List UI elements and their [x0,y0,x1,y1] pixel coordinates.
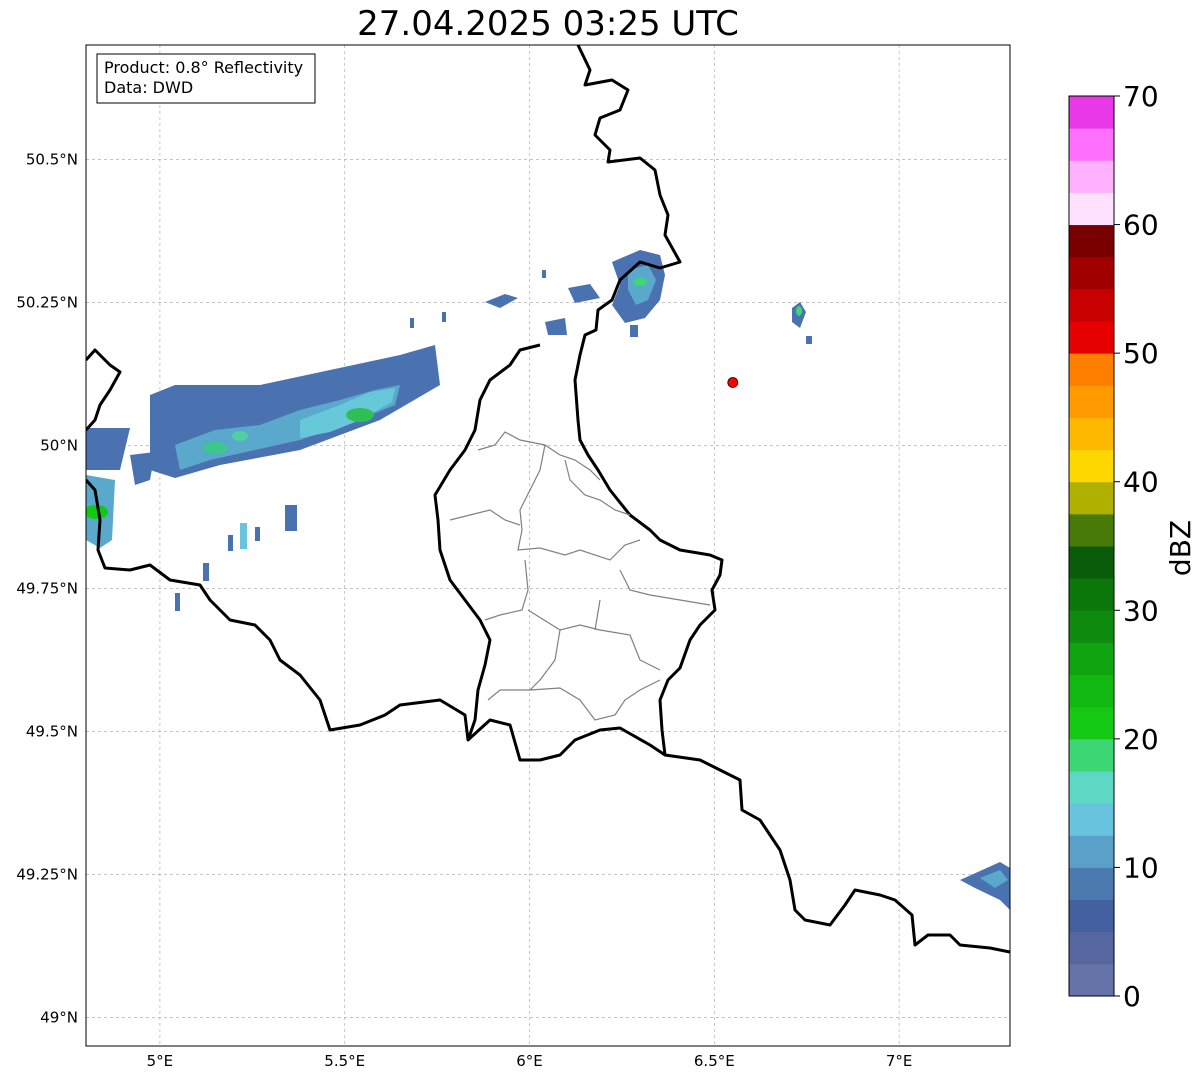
colorbar-tick-label: 40 [1123,466,1159,499]
national-borders [86,45,1010,954]
map-frame [85,44,1011,1047]
lat-tick-label: 49°N [40,1008,78,1026]
colorbar-segment [1069,738,1114,772]
echo-southeast [960,862,1010,910]
colorbar-segment [1069,835,1114,868]
colorbar-tick-label: 50 [1123,337,1159,370]
colorbar-segment [1069,160,1114,193]
lat-tick-labels: 50.5°N 50.25°N 50°N 49.75°N 49.5°N 49.25°N 49°… [16,150,78,1026]
colorbar: 0 10 20 30 40 50 60 70 dBZ [1068,80,1197,1013]
colorbar-segment [1069,128,1114,161]
colorbar-segment [1069,578,1114,611]
colorbar-segment [1069,224,1114,258]
colorbar-ticks: 0 10 20 30 40 50 60 70 [1114,80,1159,1013]
colorbar-segment [1069,899,1114,933]
colorbar-segment [1069,674,1114,708]
colorbar-tick-label: 70 [1123,80,1159,113]
colorbar-frame [1068,95,1115,997]
map-title: 27.04.2025 03:25 UTC [357,4,739,44]
grid-lines [86,45,1010,1046]
lon-tick-label: 5°E [147,1052,174,1070]
echo-cluster-north [410,250,812,344]
radar-echoes [86,250,1010,910]
colorbar-segment [1069,931,1114,965]
colorbar-segment [1069,192,1114,226]
lat-tick-label: 49.75°N [16,579,78,597]
colorbar-segment [1069,546,1114,579]
lat-tick-label: 50.5°N [26,150,78,168]
colorbar-segments [1069,96,1114,997]
lat-tick-label: 50.25°N [16,293,78,311]
colorbar-segment [1069,256,1114,290]
colorbar-segment [1069,803,1114,836]
colorbar-segment [1069,417,1114,451]
echo-band-west [86,345,440,548]
colorbar-segment [1069,642,1114,676]
colorbar-segment [1069,963,1114,997]
lon-tick-label: 5.5°E [324,1052,365,1070]
map-plot-area [86,45,1010,1046]
colorbar-tick-label: 0 [1123,980,1141,1013]
info-box: Product: 0.8° Reflectivity Data: DWD [96,53,316,104]
colorbar-segment [1069,610,1114,643]
lat-tick-label: 49.25°N [16,865,78,883]
colorbar-segment [1069,353,1114,386]
colorbar-tick-label: 20 [1123,723,1159,756]
echo-small-cells-south [175,505,297,611]
colorbar-tick-label: 10 [1123,851,1159,884]
lat-tick-label: 50°N [40,436,78,454]
colorbar-segment [1069,513,1114,547]
colorbar-label: dBZ [1164,520,1197,576]
lon-tick-label: 6.5°E [694,1052,735,1070]
lat-tick-label: 49.5°N [26,722,78,740]
lon-tick-label: 6°E [516,1052,543,1070]
district-boundaries [449,431,711,721]
colorbar-segment [1069,321,1114,354]
lon-tick-labels: 5°E 5.5°E 6°E 6.5°E 7°E [147,1052,913,1070]
colorbar-segment [1069,449,1114,483]
radar-site-layer [727,377,739,388]
colorbar-tick-label: 60 [1123,209,1159,242]
info-data-source: Data: DWD [104,78,193,97]
colorbar-tick-label: 30 [1123,594,1159,627]
colorbar-segment [1069,867,1114,901]
colorbar-segment [1069,706,1114,740]
colorbar-segment [1069,481,1114,515]
radar-site-marker [727,377,739,388]
colorbar-segment [1069,385,1114,418]
colorbar-segment [1069,96,1114,129]
lon-tick-label: 7°E [886,1052,913,1070]
info-product: Product: 0.8° Reflectivity [104,58,303,77]
colorbar-segment [1069,288,1114,322]
colorbar-segment [1069,771,1114,804]
